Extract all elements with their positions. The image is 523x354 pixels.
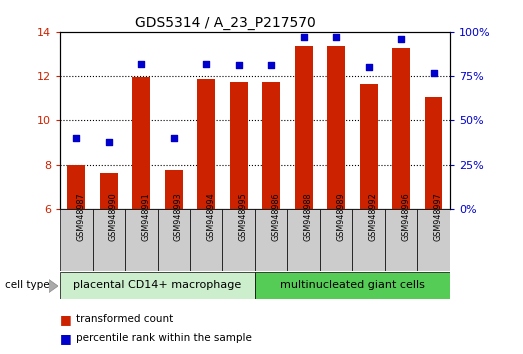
Bar [295,46,313,209]
Bar [392,48,410,209]
FancyBboxPatch shape [320,209,353,271]
Text: percentile rank within the sample: percentile rank within the sample [76,333,252,343]
FancyBboxPatch shape [385,209,417,271]
Text: ■: ■ [60,313,72,326]
Text: GSM948988: GSM948988 [304,192,313,241]
FancyBboxPatch shape [190,209,222,271]
Text: ■: ■ [60,332,72,344]
Bar [165,170,183,209]
Point [169,135,178,141]
Point [267,63,276,68]
Point [332,34,340,40]
FancyBboxPatch shape [157,209,190,271]
FancyBboxPatch shape [353,209,385,271]
Text: GDS5314 / A_23_P217570: GDS5314 / A_23_P217570 [134,16,315,30]
Text: GSM948995: GSM948995 [238,192,248,241]
Bar [100,173,118,209]
Text: transformed count: transformed count [76,314,173,324]
FancyBboxPatch shape [93,209,125,271]
Text: cell type: cell type [5,280,50,290]
Text: GSM948997: GSM948997 [434,192,442,241]
Point [429,70,438,75]
Point [300,34,308,40]
FancyBboxPatch shape [60,272,255,299]
Text: GSM948992: GSM948992 [369,192,378,241]
Bar [360,84,378,209]
Text: GSM948989: GSM948989 [336,192,345,241]
FancyBboxPatch shape [60,209,93,271]
Bar [132,77,150,209]
FancyBboxPatch shape [125,209,157,271]
FancyBboxPatch shape [417,209,450,271]
Text: GSM948986: GSM948986 [271,192,280,241]
Text: GSM948990: GSM948990 [109,192,118,241]
Text: GSM948987: GSM948987 [76,192,85,241]
Text: GSM948996: GSM948996 [401,192,410,241]
Point [137,61,145,67]
Text: multinucleated giant cells: multinucleated giant cells [280,280,425,290]
Bar [327,46,345,209]
Point [105,139,113,144]
Text: placental CD14+ macrophage: placental CD14+ macrophage [73,280,242,290]
Bar [67,165,85,209]
Text: GSM948991: GSM948991 [141,192,150,241]
Bar [262,82,280,209]
Point [72,135,81,141]
Bar [197,79,215,209]
Point [365,64,373,70]
FancyBboxPatch shape [288,209,320,271]
Text: GSM948994: GSM948994 [206,192,215,241]
Text: GSM948993: GSM948993 [174,192,183,241]
Point [234,63,243,68]
FancyBboxPatch shape [255,272,450,299]
Bar [230,82,248,209]
Bar [425,97,442,209]
Point [202,61,210,67]
FancyBboxPatch shape [255,209,288,271]
Polygon shape [49,279,58,293]
FancyBboxPatch shape [222,209,255,271]
Point [397,36,405,42]
